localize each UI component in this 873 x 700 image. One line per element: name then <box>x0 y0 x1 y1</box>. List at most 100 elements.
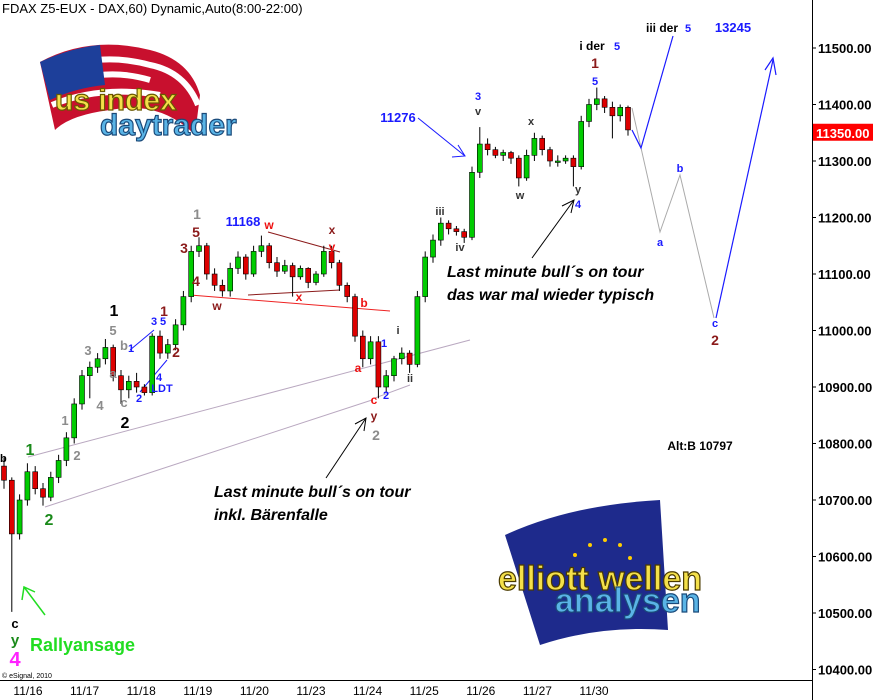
copyright: © eSignal, 2010 <box>2 672 52 680</box>
candle-body <box>32 471 39 490</box>
wave-label: b <box>677 163 684 175</box>
wave-label: 2 <box>45 512 54 529</box>
candle-body <box>1 465 7 481</box>
y-axis: 11500.00 11400.00 11300.00 11200.00 11100.00… <box>812 41 872 678</box>
wave-label: iv <box>455 242 465 254</box>
candle-body <box>126 381 132 391</box>
wave-label: 2 <box>136 393 142 405</box>
candle-body <box>484 143 491 151</box>
candle <box>375 336 382 399</box>
candle <box>297 265 304 280</box>
wave-label: x <box>329 223 336 237</box>
candle <box>398 347 405 365</box>
y-tick-label: 10800.00 <box>818 437 872 452</box>
candle-body <box>515 157 522 179</box>
wave-label: 4 <box>575 199 582 211</box>
candle-body <box>55 460 62 478</box>
candle-body <box>71 403 77 439</box>
candle <box>484 138 491 156</box>
candle-body <box>102 347 109 360</box>
candle <box>243 254 249 280</box>
candle <box>71 398 77 444</box>
y-tick-label: 10600.00 <box>818 550 872 565</box>
wave-label: x <box>528 116 535 128</box>
candle <box>79 370 85 410</box>
candle <box>562 155 569 164</box>
annotation-arrows <box>21 117 575 616</box>
candle-body <box>227 268 233 292</box>
candle <box>476 127 483 178</box>
wave-label: c <box>11 616 18 631</box>
candle-body <box>617 107 624 117</box>
candle <box>55 454 62 484</box>
candle-body <box>250 251 257 275</box>
x-tick-label: 11/18 <box>127 684 156 698</box>
candle <box>625 105 631 136</box>
wave-label: b <box>360 296 367 310</box>
wave-label: 5 <box>109 323 116 338</box>
y-tick-label: 11100.00 <box>818 267 871 282</box>
candle-body <box>523 155 530 179</box>
candle <box>274 257 280 277</box>
candle-body <box>258 245 265 252</box>
candle-body <box>383 375 390 388</box>
candle <box>110 344 116 382</box>
candle-body <box>133 381 140 388</box>
candle-body <box>63 437 70 461</box>
candle-body <box>500 152 507 156</box>
y-tick-label: 11400.00 <box>818 98 872 113</box>
candle <box>63 432 70 467</box>
wave-label: iii der <box>646 21 678 35</box>
wave-label: a <box>109 366 117 381</box>
arrowhead-icon <box>764 56 777 76</box>
us-index-daytrader-logo: us index daytrader <box>40 44 238 143</box>
candle-body <box>40 488 46 498</box>
candle <box>469 166 475 241</box>
wave-label: 2 <box>383 390 389 402</box>
x-tick-label: 11/19 <box>183 684 212 698</box>
candle <box>219 279 226 297</box>
candle <box>227 262 233 297</box>
candle-body <box>492 149 499 156</box>
candle-body <box>165 344 171 354</box>
wave-label: 1 <box>61 413 68 428</box>
candle <box>149 333 155 396</box>
y-tick-label: 11200.00 <box>818 211 872 226</box>
candle <box>515 155 522 187</box>
candle-body <box>204 245 210 275</box>
logo-text-elliott-wellen: elliott wellen <box>498 560 702 598</box>
comment-line: das war mal wieder typisch <box>447 287 654 304</box>
candle-body <box>266 245 273 264</box>
candle <box>430 234 436 263</box>
candle-body <box>554 160 561 163</box>
candle-body <box>281 265 288 272</box>
candle <box>383 370 390 393</box>
candle-body <box>398 352 405 360</box>
candle <box>1 457 7 489</box>
wave-label: 1 <box>193 206 201 222</box>
candle <box>87 361 93 399</box>
candle <box>391 355 397 382</box>
candle <box>437 217 444 246</box>
candle-body <box>344 284 351 297</box>
wave-label: i der <box>579 39 605 53</box>
wave-label: c <box>712 318 718 330</box>
wave-label: y <box>575 184 582 196</box>
candle-body <box>476 143 483 173</box>
wave-label: 11168 <box>226 214 261 229</box>
x-tick-label: 11/25 <box>410 684 439 698</box>
wave-label: LDT <box>151 383 173 395</box>
wave-label: 2 <box>172 344 180 360</box>
candle-body <box>562 157 569 162</box>
wave-label: 4 <box>96 398 104 413</box>
comment-line: inkl. Bärenfalle <box>214 507 328 524</box>
wave-label: 5 <box>192 224 200 240</box>
wave-label: w <box>515 190 525 202</box>
candle <box>47 471 54 502</box>
candle <box>94 353 101 373</box>
comment-line: Last minute bull´s on tour <box>447 264 644 281</box>
trend-lines <box>27 231 471 508</box>
candle <box>609 101 616 139</box>
candle <box>180 290 187 331</box>
